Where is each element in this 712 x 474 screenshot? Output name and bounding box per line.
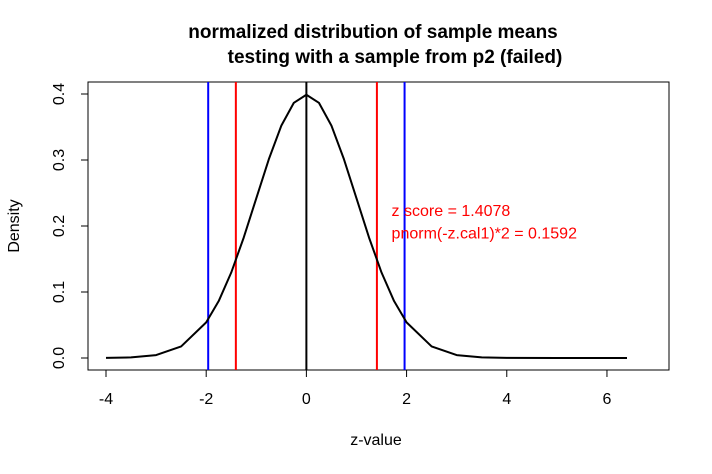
- chart-title-line-1: normalized distribution of sample means: [188, 22, 558, 43]
- density-curve: [105, 93, 627, 359]
- annotation-text: pnorm(-z.cal1)*2 = 0.1592: [392, 226, 578, 243]
- x-tick-label: 6: [603, 391, 612, 408]
- x-tick-label: -4: [99, 391, 113, 408]
- x-axis: -4 -2 0 2 4 6: [99, 369, 612, 408]
- x-axis-label: z-value: [350, 432, 402, 449]
- annotation-text: z score = 1.4078: [392, 203, 511, 220]
- y-tick-label: 0.4: [51, 83, 68, 105]
- x-tick-label: -2: [199, 391, 213, 408]
- annotations: z score = 1.4078 pnorm(-z.cal1)*2 = 0.159…: [392, 203, 578, 242]
- density-curves: [105, 93, 627, 359]
- y-tick-label: 0.2: [51, 215, 68, 237]
- y-tick-label: 0.1: [51, 281, 68, 303]
- x-tick-label: 4: [502, 391, 511, 408]
- y-tick-label: 0.3: [51, 149, 68, 171]
- x-tick-label: 0: [302, 391, 311, 408]
- y-axis: 0.0 0.1 0.2 0.3 0.4: [51, 83, 89, 369]
- plot-frame: [87, 81, 670, 371]
- x-tick-label: 2: [402, 391, 411, 408]
- reference-lines: [207, 82, 406, 370]
- y-tick-label: 0.0: [51, 347, 68, 369]
- y-axis-label: Density: [6, 199, 23, 252]
- chart-title-line-2: testing with a sample from p2 (failed): [228, 47, 563, 68]
